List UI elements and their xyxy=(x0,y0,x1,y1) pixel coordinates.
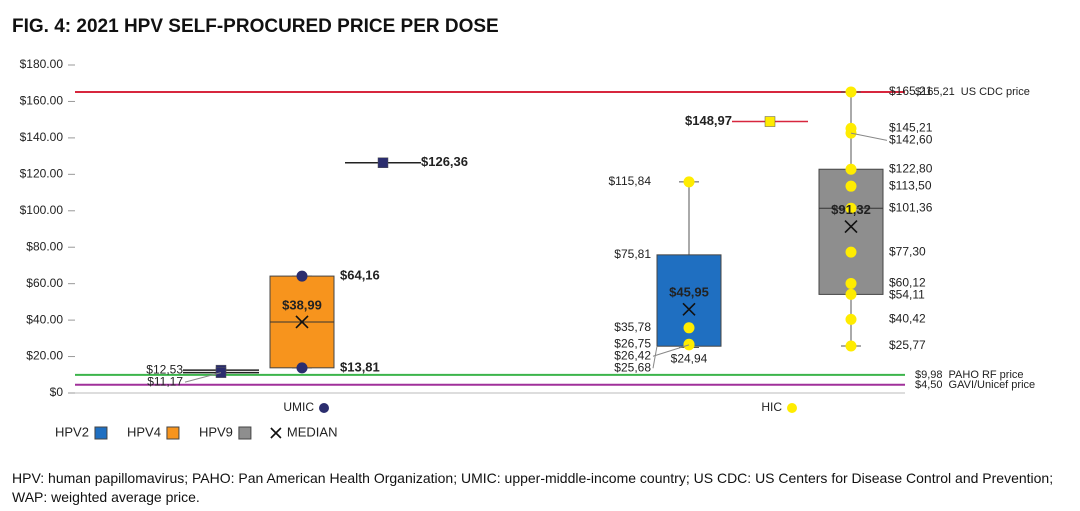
mean-label: $38,99 xyxy=(282,297,322,312)
mean-label: $91,32 xyxy=(831,202,871,217)
data-label: $60,12 xyxy=(889,276,926,290)
mean-marker xyxy=(844,220,858,234)
reference-value: $4,50 xyxy=(915,379,943,391)
mean-label: $45,95 xyxy=(669,285,709,300)
legend-label: HPV2 xyxy=(55,424,89,439)
point xyxy=(296,362,308,374)
point xyxy=(845,202,857,214)
y-tick-label: $160.00 xyxy=(20,94,64,108)
point xyxy=(845,313,857,325)
point xyxy=(845,163,857,175)
data-label: $142,60 xyxy=(889,133,933,147)
point xyxy=(845,86,857,98)
data-label: $24,94 xyxy=(671,352,708,366)
legend-swatch xyxy=(94,426,108,440)
reference-name: US CDC price xyxy=(961,86,1030,98)
data-label: $165,21 xyxy=(889,84,933,98)
point xyxy=(845,246,857,258)
legend-label: MEDIAN xyxy=(287,424,338,439)
legend-median-marker xyxy=(270,427,282,439)
point xyxy=(683,176,695,188)
y-tick-label: $20.00 xyxy=(26,349,63,363)
data-label: $77,30 xyxy=(889,244,926,258)
data-label: $40,42 xyxy=(889,312,926,326)
data-label: $101,36 xyxy=(889,200,933,214)
data-label: $11,17 xyxy=(147,374,183,388)
reference-name: PAHO RF price xyxy=(949,369,1024,381)
y-tick-label: $120.00 xyxy=(20,167,64,181)
data-label: $25,77 xyxy=(889,338,926,352)
reference-value: $9,98 xyxy=(915,369,943,381)
data-label: $64,16 xyxy=(340,268,380,283)
reference-label: $165,21 US CDC price xyxy=(915,86,1030,98)
leader-line xyxy=(652,346,658,369)
category-marker xyxy=(319,403,329,413)
data-label: $26,42 xyxy=(614,348,651,362)
reference-label: $4,50 GAVI/Unicef price xyxy=(915,379,1035,391)
legend-swatch xyxy=(238,426,252,440)
reference-label: $9,98 PAHO RF price xyxy=(915,369,1024,381)
data-label: $26,75 xyxy=(614,336,651,350)
y-tick-label: $0 xyxy=(50,385,64,399)
chart: FIG. 4: 2021 HPV SELF-PROCURED PRICE PER… xyxy=(12,16,1035,440)
category-label: HIC xyxy=(761,400,782,414)
data-label: $54,11 xyxy=(889,288,925,302)
point xyxy=(845,340,857,352)
category-marker xyxy=(787,403,797,413)
reference-value: $165,21 xyxy=(915,86,955,98)
data-label: $148,97 xyxy=(685,113,732,128)
reference-name: GAVI/Unicef price xyxy=(949,379,1036,391)
category-label: UMIC xyxy=(283,400,314,414)
y-tick-label: $60.00 xyxy=(26,276,63,290)
data-label: $75,81 xyxy=(614,247,651,261)
y-tick-label: $100.00 xyxy=(20,203,64,217)
data-label: $25,68 xyxy=(614,360,651,374)
legend-swatch xyxy=(166,426,180,440)
box xyxy=(818,168,884,295)
y-tick-label: $180.00 xyxy=(20,57,64,71)
leader-line xyxy=(652,344,690,357)
point xyxy=(764,116,776,127)
data-label: $126,36 xyxy=(421,154,468,169)
data-label: $113,50 xyxy=(889,178,932,192)
y-tick-label: $80.00 xyxy=(26,239,63,253)
legend-label: HPV9 xyxy=(199,424,233,439)
point xyxy=(845,288,857,300)
chart-title: FIG. 4: 2021 HPV SELF-PROCURED PRICE PER… xyxy=(12,16,499,37)
point xyxy=(683,322,695,334)
data-label: $35,78 xyxy=(614,320,651,334)
data-label: $145,21 xyxy=(889,121,933,135)
legend-label: HPV4 xyxy=(127,424,161,439)
leader-line xyxy=(850,132,888,141)
data-label: $12,53 xyxy=(146,362,183,376)
point xyxy=(296,270,308,282)
data-label: $122,80 xyxy=(889,161,933,175)
point xyxy=(377,157,389,168)
y-tick-label: $40.00 xyxy=(26,312,63,326)
mean-marker xyxy=(682,302,696,316)
y-tick-label: $140.00 xyxy=(20,130,64,144)
footnote: HPV: human papillomavirus; PAHO: Pan Ame… xyxy=(12,470,1054,505)
point xyxy=(845,180,857,192)
data-label: $13,81 xyxy=(340,359,380,374)
leader-line xyxy=(184,372,222,383)
mean-marker xyxy=(295,315,309,329)
point xyxy=(845,277,857,289)
data-label: $115,84 xyxy=(609,174,652,188)
